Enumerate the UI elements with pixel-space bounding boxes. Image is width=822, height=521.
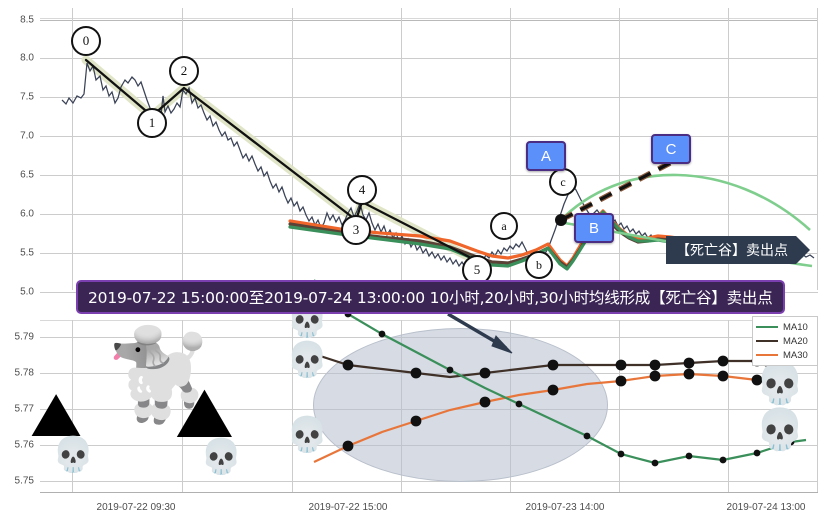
legend-swatch-ma10 [756, 325, 778, 329]
point-c-dot [555, 214, 567, 226]
y-tick: 8.5 [20, 14, 34, 26]
gridline-v [817, 320, 818, 492]
ma20-markers [342, 355, 797, 384]
legend-swatch-ma30 [756, 353, 778, 357]
poodle-emoji: 🐩 [104, 325, 214, 424]
y-tick: 5.77 [14, 403, 34, 415]
x-tick: 2019-07-23 14:00 [525, 502, 605, 513]
gridline-v [72, 320, 73, 492]
wave-marker-b[interactable]: b [525, 251, 553, 279]
trend-arrow [447, 312, 513, 354]
gridline-h [40, 97, 818, 98]
legend-item-ma10[interactable]: MA10 [756, 320, 815, 334]
elliott-impulse-lines [84, 58, 479, 263]
wave-marker-a[interactable]: a [490, 212, 518, 240]
legend-label-ma10: MA10 [783, 321, 808, 333]
wave-marker-3[interactable]: 3 [341, 215, 371, 245]
gridline-v [401, 8, 402, 290]
wave-marker-1[interactable]: 1 [137, 108, 167, 138]
ma-legend[interactable]: MA10 MA20 MA30 [752, 316, 818, 366]
y-tick: 5.76 [14, 439, 34, 451]
gridline-v [619, 8, 620, 290]
death-valley-banner[interactable]: 2019-07-22 15:00:00至2019-07-24 13:00:00 … [76, 280, 785, 314]
y-tick: 5.79 [14, 331, 34, 343]
gridline-h [40, 18, 818, 19]
y-tick: 7.0 [20, 130, 34, 142]
abc-label-B[interactable]: B [574, 213, 614, 243]
gridline-v [728, 320, 729, 492]
gridline-h [40, 481, 818, 482]
y-tick: 6.5 [20, 169, 34, 181]
gridline-v [510, 8, 511, 290]
gridline-h [40, 175, 818, 176]
gridline-h [40, 253, 818, 254]
y-tick: 5.5 [20, 247, 34, 259]
legend-swatch-ma20 [756, 339, 778, 343]
gridline-h [40, 214, 818, 215]
mountain-right-emoji: ⛰ [175, 374, 234, 452]
gridline-v [817, 8, 818, 290]
gridline-h [40, 320, 818, 321]
skull-ma30-start-emoji: 💀 [286, 416, 329, 454]
y-tick: 7.5 [20, 91, 34, 103]
ma-detail-chart: 5.79 5.78 5.77 5.76 5.75 2019-07-22 09:3… [15, 279, 818, 513]
abc-label-A[interactable]: A [526, 141, 566, 171]
gridline-h [40, 20, 818, 21]
wave-marker-0[interactable]: 0 [71, 26, 101, 56]
y-tick: 5.0 [20, 286, 34, 298]
death-valley-highlight-ellipse [313, 328, 608, 482]
skull-left-emoji: 💀 [52, 436, 95, 474]
mountain-left-emoji: ⛰ [30, 381, 83, 450]
ma30-markers [342, 368, 797, 452]
legend-label-ma20: MA20 [783, 335, 808, 347]
y-tick: 6.0 [20, 208, 34, 220]
wave-marker-c[interactable]: c [549, 168, 577, 196]
x-tick: 2019-07-22 15:00 [308, 502, 388, 513]
gridline-v [292, 320, 293, 492]
y-tick: 8.0 [20, 52, 34, 64]
gridline-h [40, 58, 818, 59]
x-tick: 2019-07-22 09:30 [96, 502, 176, 513]
skull-end-lower-emoji: 💀 [755, 408, 805, 452]
ma10-markers [344, 310, 795, 467]
x-tick: 2019-07-24 13:00 [726, 502, 806, 513]
gridline-h [40, 136, 818, 137]
legend-label-ma30: MA30 [783, 349, 808, 361]
y-tick: 5.78 [14, 367, 34, 379]
y-tick: 5.75 [14, 475, 34, 487]
legend-item-ma20[interactable]: MA20 [756, 334, 815, 348]
ma-detail-svg [313, 279, 807, 467]
gridline-v [182, 320, 183, 492]
skull-end-upper-emoji: 💀 [755, 362, 805, 406]
gridline-v [292, 8, 293, 290]
green-arc-upper [558, 173, 811, 231]
ma10-series [313, 279, 807, 465]
gridline-v [72, 8, 73, 290]
abc-label-C[interactable]: C [651, 134, 691, 164]
death-valley-callout[interactable]: 【死亡谷】卖出点 [666, 236, 810, 264]
skull-ma20-start-emoji: 💀 [286, 341, 329, 379]
gridline-v [182, 8, 183, 290]
skull-right-emoji: 💀 [200, 438, 243, 476]
wave-marker-2[interactable]: 2 [169, 56, 199, 86]
wave-marker-4[interactable]: 4 [347, 175, 377, 205]
abc-dashed-line-overlay [560, 148, 696, 222]
axis-bottom [40, 492, 818, 493]
gridline-v [619, 320, 620, 492]
gridline-v [728, 8, 729, 290]
legend-item-ma30[interactable]: MA30 [756, 348, 815, 362]
